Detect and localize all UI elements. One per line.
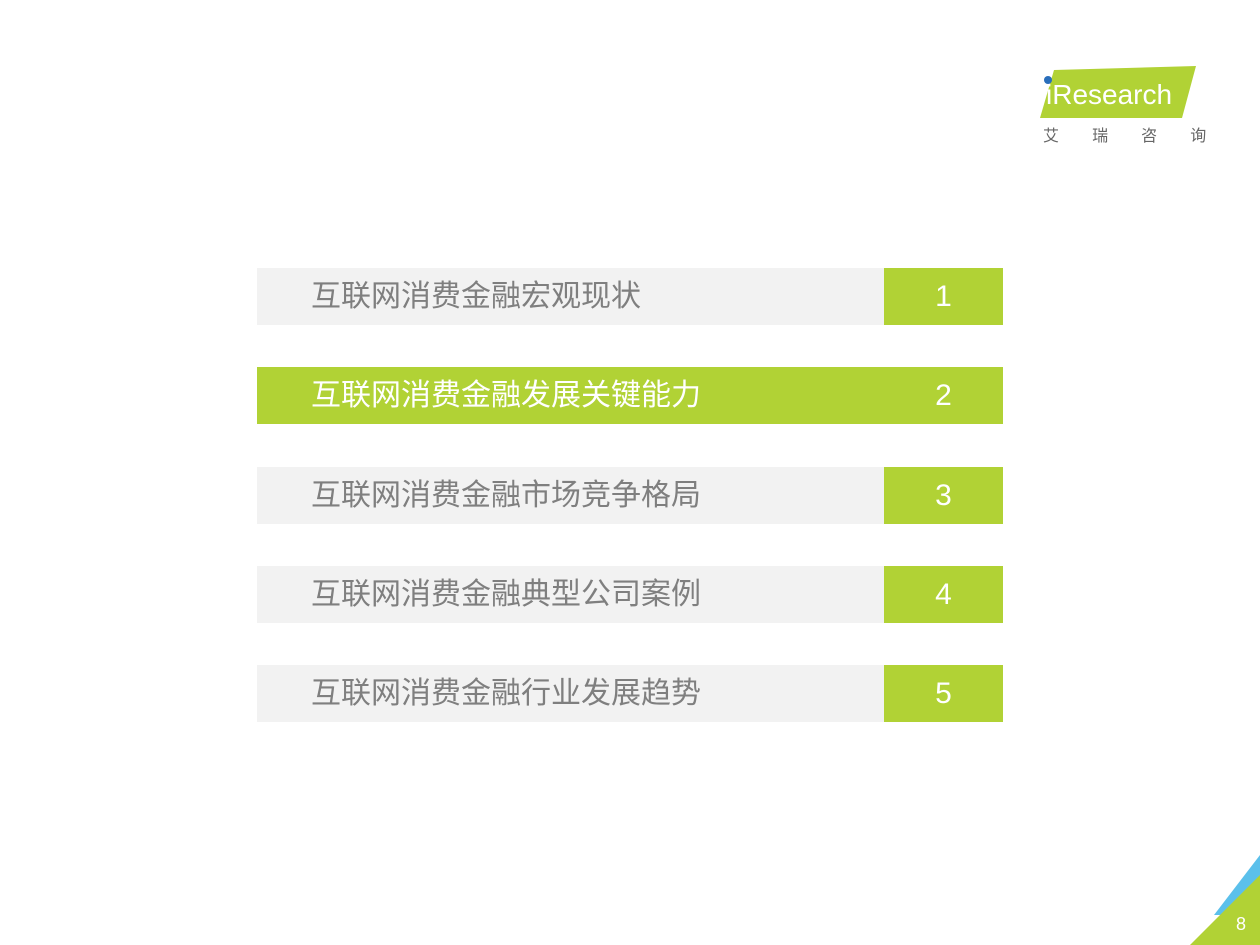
- agenda-title: 互联网消费金融宏观现状: [311, 279, 641, 314]
- agenda-item: 互联网消费金融行业发展趋势 5: [257, 665, 1003, 723]
- agenda-number: 5: [884, 665, 1003, 723]
- agenda-item: 互联网消费金融典型公司案例 4: [257, 565, 1003, 623]
- agenda-number: 3: [884, 466, 1003, 524]
- logo-tagline: 艾 瑞 咨 询: [1043, 126, 1221, 145]
- agenda-title: 互联网消费金融发展关键能力: [311, 378, 701, 414]
- page-number: 8: [1235, 914, 1246, 934]
- agenda-number: 4: [884, 565, 1003, 623]
- agenda-item: 互联网消费金融发展关键能力 2: [257, 367, 1003, 425]
- logo: iResearch: [1040, 66, 1196, 118]
- corner-green: [1190, 875, 1260, 945]
- agenda-title: 互联网消费金融典型公司案例: [311, 576, 701, 612]
- corner-decoration: [1190, 855, 1260, 945]
- agenda-title: 互联网消费金融市场竞争格局: [311, 477, 701, 513]
- agenda-number: 2: [884, 367, 1003, 425]
- logo-badge: [1040, 66, 1196, 118]
- agenda-item: 互联网消费金融市场竞争格局 3: [257, 466, 1003, 524]
- logo-text: iResearch: [1046, 79, 1172, 110]
- agenda-number: 1: [884, 268, 1003, 325]
- agenda-title: 互联网消费金融行业发展趋势: [311, 676, 701, 712]
- logo-dot: [1044, 76, 1052, 84]
- agenda-item: 互联网消费金融宏观现状 1: [257, 268, 1003, 325]
